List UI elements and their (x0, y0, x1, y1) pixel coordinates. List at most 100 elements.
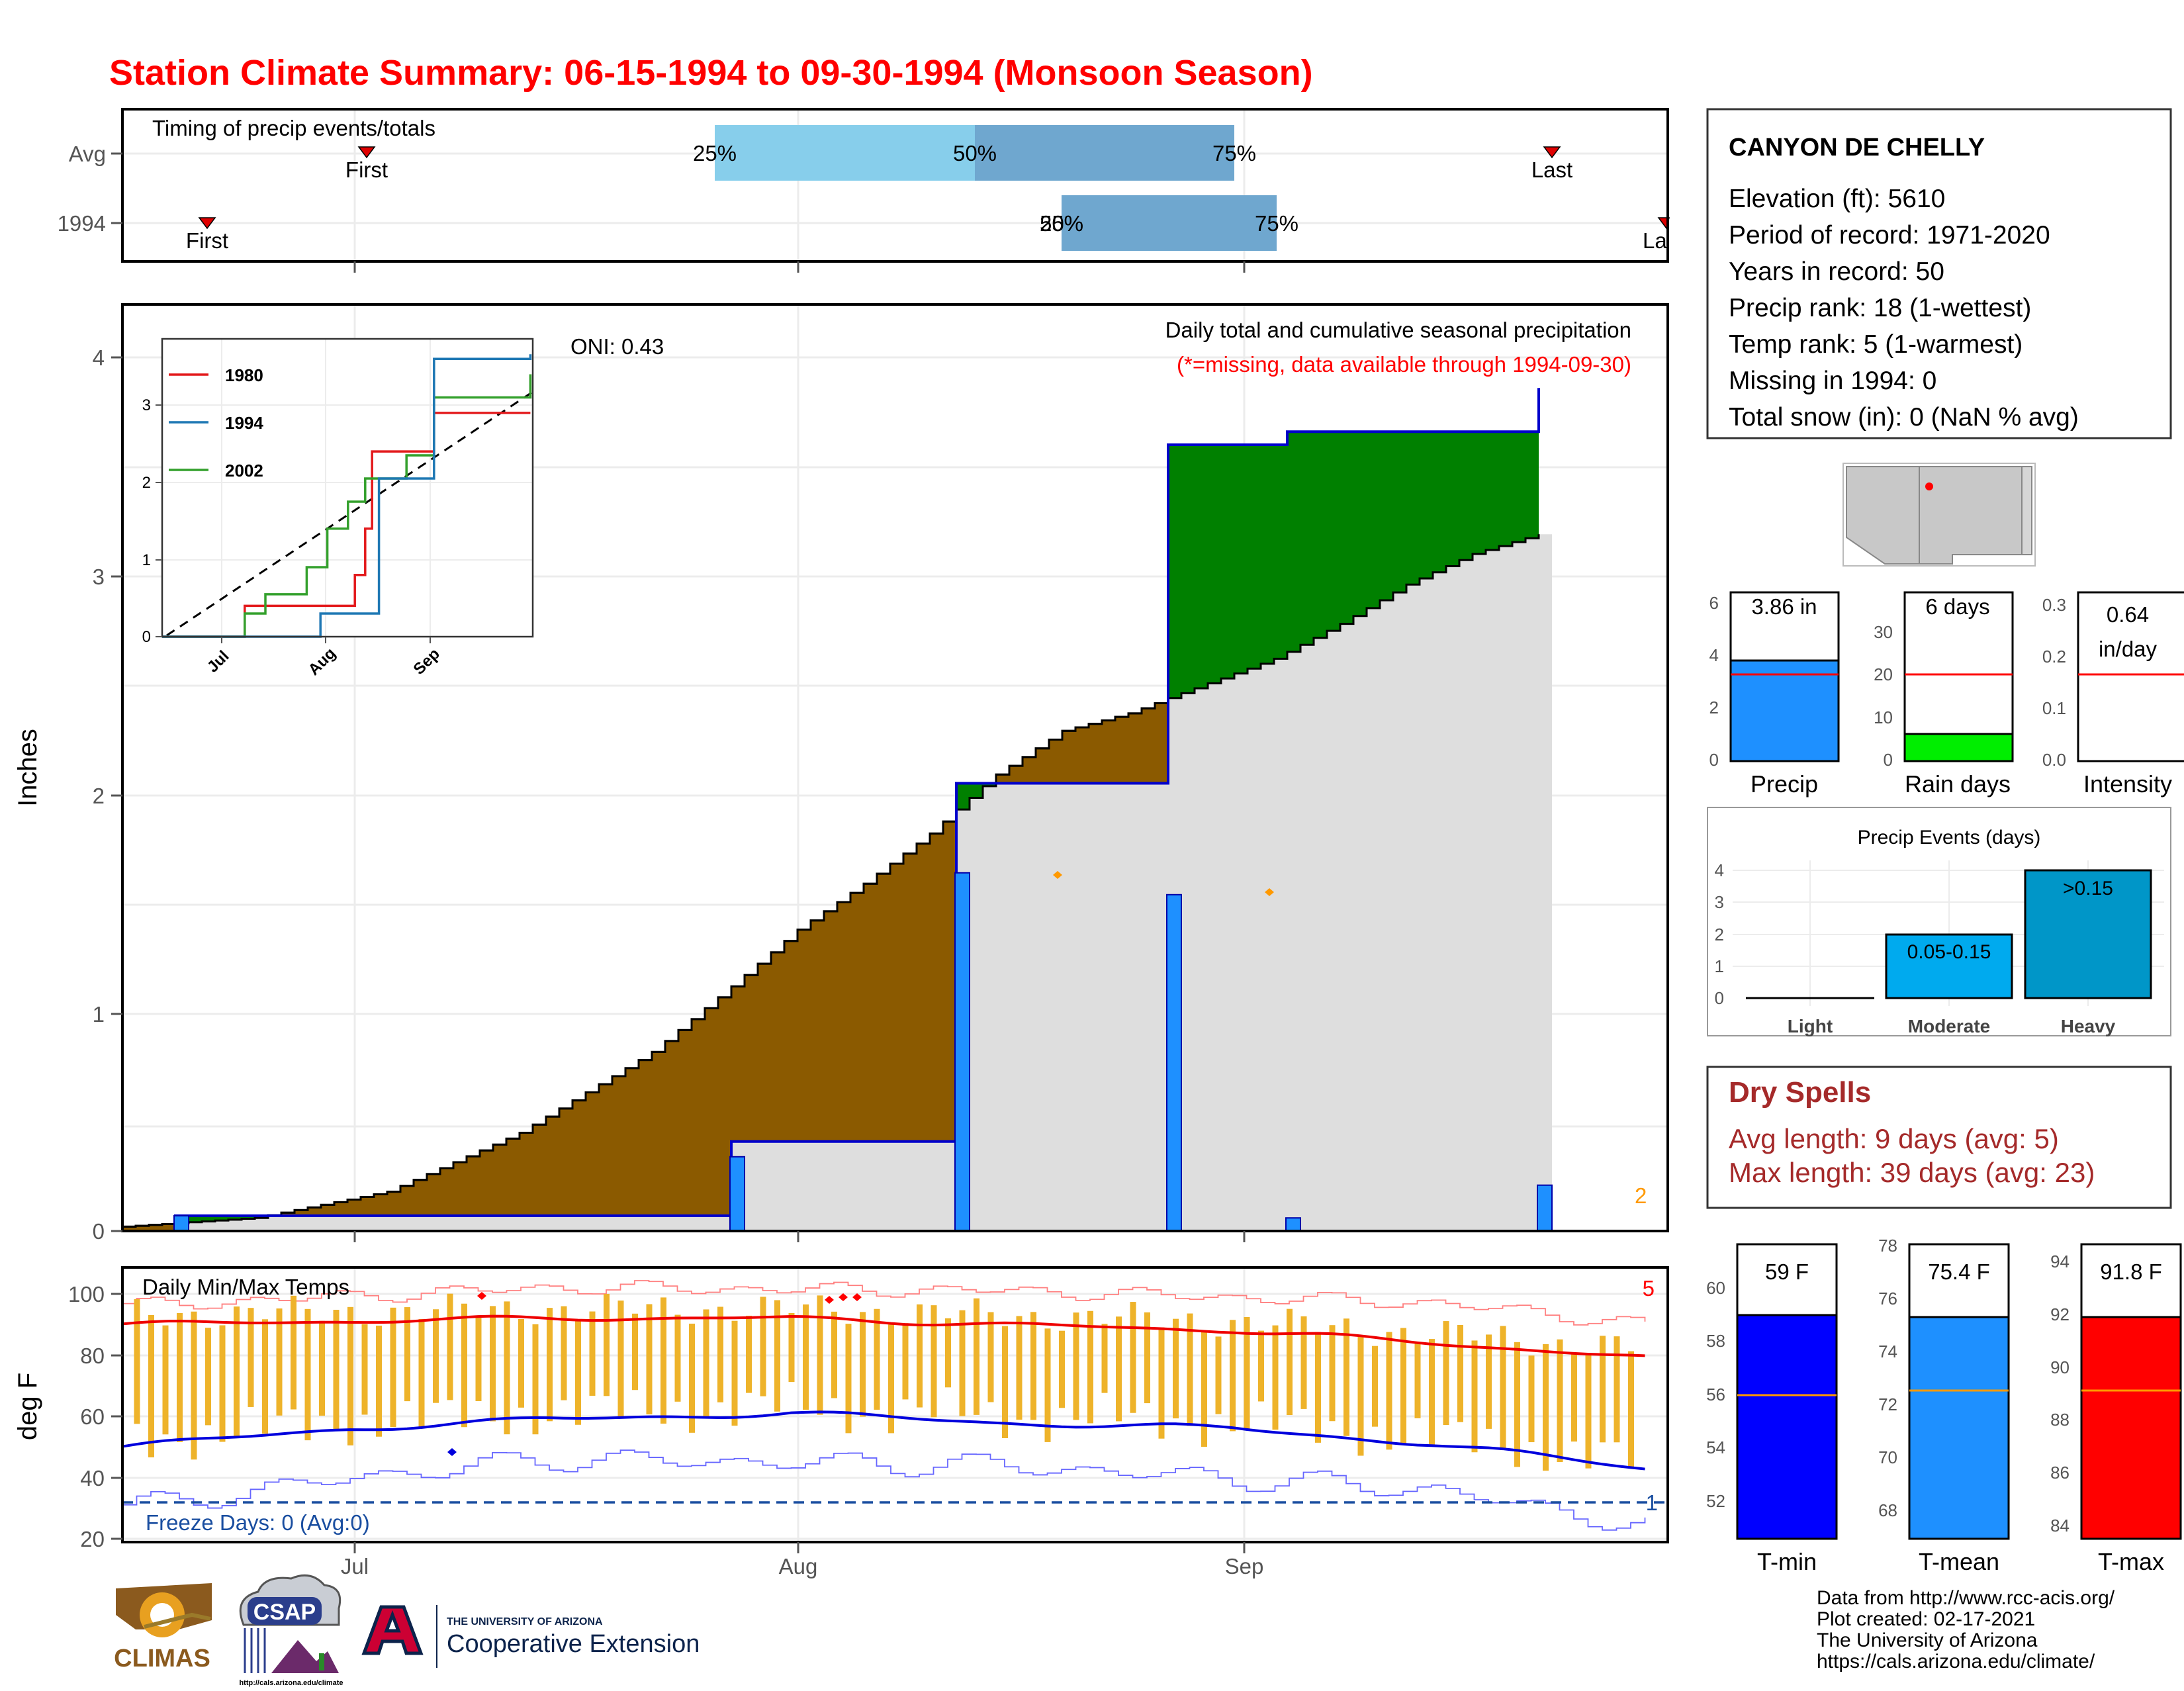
timing-avg-last-marker (1543, 146, 1561, 159)
inset-legend-1994: 1994 (225, 413, 263, 433)
intensity-tick-3: 0.3 (2042, 595, 2066, 615)
tmin-tick-58: 58 (1706, 1331, 1725, 1351)
temp-y-axis: 20 40 60 80 100 (68, 1282, 122, 1551)
tmean-tick-74: 74 (1878, 1342, 1897, 1361)
daily-temp-bar (248, 1308, 254, 1407)
footer-credits: Data from http://www.rcc-acis.org/ Plot … (1817, 1587, 2115, 1672)
temp-ytick-100: 100 (68, 1282, 105, 1306)
precip-total-tick-6: 6 (1709, 593, 1719, 613)
daily-temp-bar (746, 1315, 752, 1393)
inset-y-axis: 0 1 2 3 (142, 396, 162, 646)
tmean-tick-76: 76 (1878, 1289, 1897, 1308)
daily-temp-bar (333, 1310, 340, 1430)
precip-total-tick-4: 4 (1709, 645, 1719, 665)
intensity-value: 0.64 (2107, 602, 2149, 627)
events-tick-3: 3 (1715, 892, 1724, 912)
rain-days-value: 6 days (1925, 594, 1989, 619)
temp-x-axis: Jul Aug Sep (341, 1542, 1263, 1578)
daily-temp-bar (760, 1297, 766, 1396)
normal-min-line (122, 1410, 1645, 1471)
daily-temp-bar (646, 1304, 653, 1415)
university-arizona-logo: THE UNIVERSITY OF ARIZONA Cooperative Ex… (361, 1605, 700, 1668)
tmax-value: 91.8 F (2100, 1259, 2162, 1284)
record-high-marker-1 (477, 1292, 486, 1300)
csap-logo: CSAP http://cals.arizona.edu/climate (239, 1574, 343, 1687)
station-snow: Total snow (in): 0 (NaN % avg) (1729, 403, 2079, 432)
daily-temp-bar (1571, 1354, 1577, 1442)
daily-precip-bar (1285, 1217, 1301, 1232)
ua-big-text: Cooperative Extension (447, 1630, 700, 1658)
climas-logo: CLIMAS (114, 1583, 212, 1672)
events-cat-light: Light (1788, 1016, 1833, 1036)
daily-temp-bar (177, 1312, 183, 1442)
daily-temp-bar (987, 1312, 994, 1402)
xtick-aug: Aug (779, 1554, 818, 1578)
temp-gridlines (122, 1267, 1668, 1542)
record-high-marker-2 (825, 1296, 834, 1304)
events-tick-2: 2 (1715, 925, 1724, 944)
daily-temp-bar (1329, 1325, 1336, 1422)
precip-corner-count: 2 (1635, 1183, 1647, 1208)
daily-temp-bar (276, 1308, 283, 1416)
rain-days-label: Rain days (1905, 770, 2011, 798)
daily-temp-bar (1030, 1312, 1036, 1420)
tmax-bar (2080, 1316, 2182, 1540)
precip-ytick-3: 3 (93, 565, 105, 589)
precip-ytick-0: 0 (93, 1219, 105, 1244)
daily-temp-bar (1429, 1339, 1435, 1446)
temp-ytick-40: 40 (80, 1466, 105, 1490)
page-title: Station Climate Summary: 06-15-1994 to 0… (109, 53, 1313, 93)
daily-temp-bar (1543, 1344, 1549, 1471)
dry-spells-box: Dry Spells Avg length: 9 days (avg: 5) M… (1706, 1066, 2172, 1209)
daily-temp-bar (917, 1304, 923, 1408)
daily-temp-bar (1357, 1336, 1364, 1456)
station-temp-rank: Temp rank: 5 (1-warmest) (1729, 330, 2023, 359)
daily-temp-bar (1300, 1316, 1307, 1409)
daily-temp-bar (148, 1314, 154, 1457)
daily-temp-bar (1244, 1316, 1250, 1430)
temp-ylabel: deg F (13, 1373, 42, 1440)
daily-temp-bars (134, 1293, 1634, 1471)
temp-hot-count: 5 (1643, 1276, 1655, 1301)
rain-days-chart: 6 days 0 10 20 30 Rain days (1874, 591, 2014, 798)
tmean-tick-72: 72 (1878, 1394, 1897, 1414)
tmin-bar (1736, 1314, 1838, 1540)
intensity-tick-1: 0.1 (2042, 698, 2066, 718)
climas-text: CLIMAS (114, 1645, 210, 1672)
daily-temp-bar (874, 1308, 880, 1410)
events-label-moderate: 0.05-0.15 (1907, 941, 1991, 963)
daily-temp-bar (1486, 1334, 1492, 1429)
tmin-label: T-min (1757, 1548, 1817, 1575)
events-bar-heavy (2024, 869, 2152, 999)
daily-temp-bar (1144, 1312, 1150, 1404)
daily-precip-bar (173, 1214, 189, 1232)
map-new-mexico (1919, 466, 2023, 565)
timing-row-avg: Avg (69, 142, 106, 166)
daily-temp-bar (490, 1306, 496, 1422)
station-name: CANYON DE CHELLY (1729, 134, 1985, 161)
precip-note: (*=missing, data available through 1994-… (1177, 352, 1631, 377)
inset-ytick-3: 3 (142, 396, 151, 414)
inset-ytick-1: 1 (142, 551, 151, 569)
record-high-marker-3 (839, 1293, 848, 1301)
daily-temp-bar (1386, 1332, 1392, 1450)
station-location-marker (1925, 482, 1933, 490)
daily-temp-bar (788, 1312, 795, 1383)
events-tick-0: 0 (1715, 988, 1724, 1008)
events-tick-4: 4 (1715, 860, 1724, 880)
daily-temp-bar (1457, 1325, 1463, 1422)
credit-line-1: Data from http://www.rcc-acis.org/ (1817, 1587, 2115, 1609)
events-label-heavy: >0.15 (2063, 878, 2113, 899)
daily-temp-bar (632, 1313, 638, 1391)
precip-total-bar (1729, 659, 1840, 762)
precip-total-tick-2: 2 (1709, 698, 1719, 717)
timing-1994-first-marker (198, 217, 216, 230)
daily-temp-bar (1272, 1325, 1279, 1430)
daily-temp-bar (1230, 1320, 1236, 1432)
precip-total-chart: 3.86 in 0 2 4 6 Precip (1709, 591, 1840, 798)
daily-temp-bar (234, 1306, 240, 1437)
locator-map (1843, 463, 2036, 567)
daily-temp-bar (418, 1318, 425, 1427)
ua-small-text: THE UNIVERSITY OF ARIZONA (447, 1616, 603, 1627)
timing-avg-25: 25% (693, 141, 737, 165)
